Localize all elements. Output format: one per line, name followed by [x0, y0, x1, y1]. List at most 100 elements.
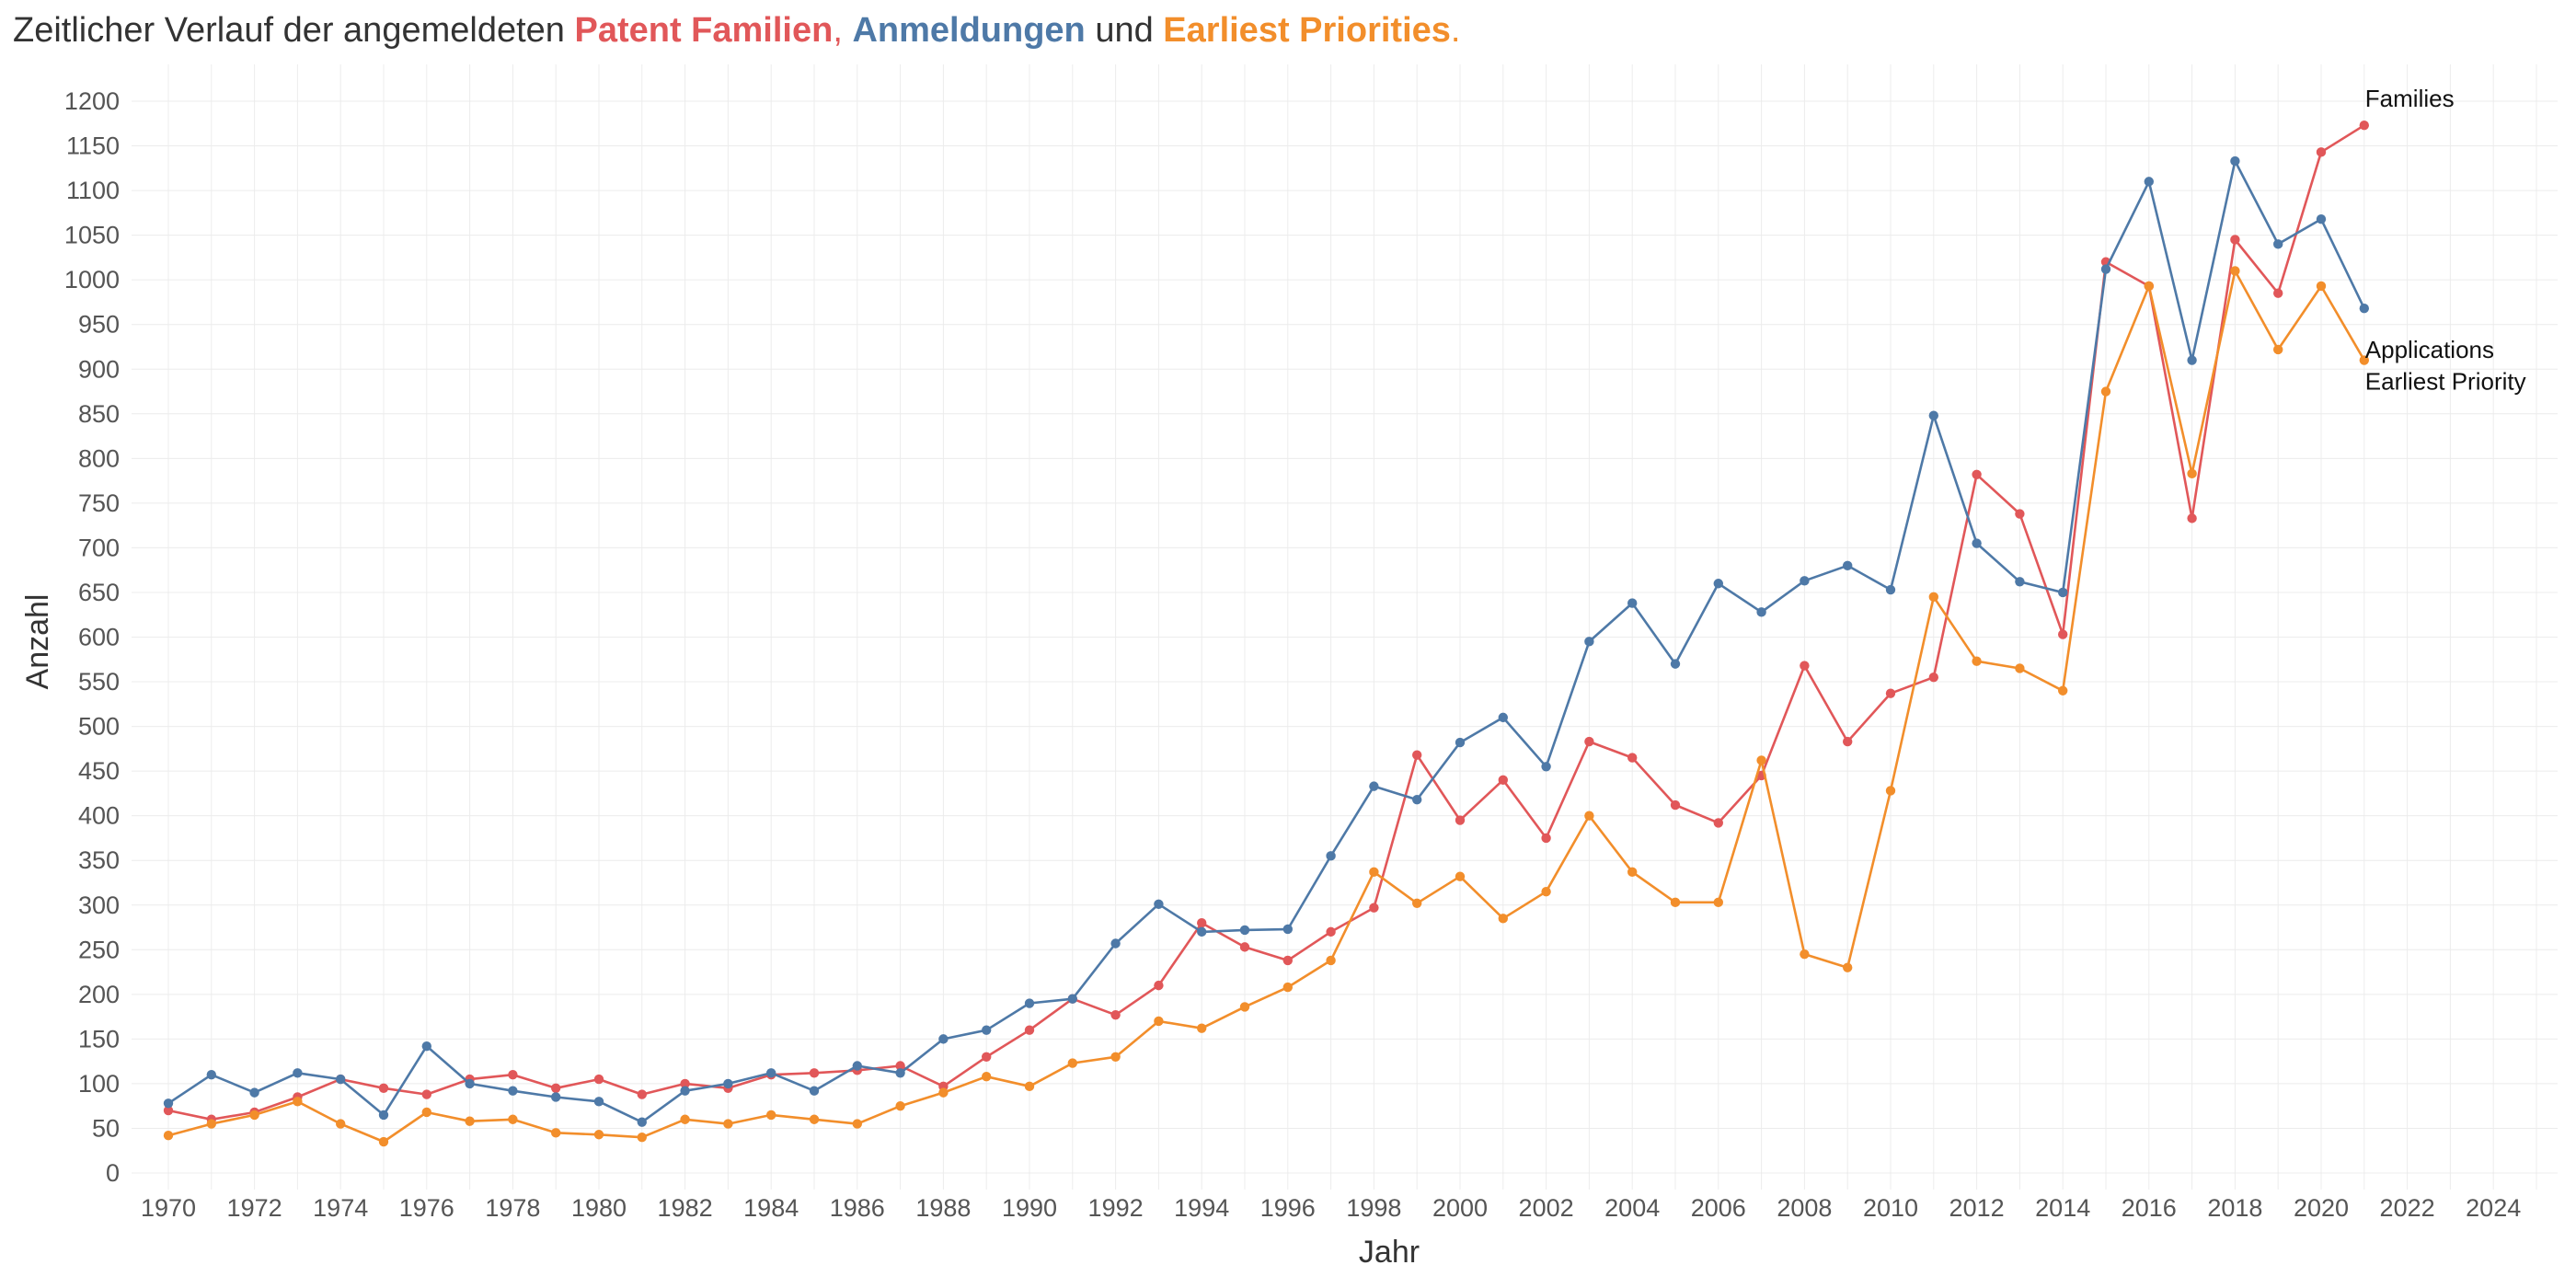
data-point-families[interactable] [2058, 629, 2068, 639]
data-point-earliest-priority[interactable] [1197, 1023, 1207, 1033]
data-point-applications[interactable] [206, 1070, 216, 1080]
data-point-applications[interactable] [1584, 637, 1594, 647]
data-point-earliest-priority[interactable] [551, 1128, 561, 1138]
data-point-families[interactable] [895, 1061, 905, 1071]
data-point-families[interactable] [1928, 672, 1938, 683]
data-point-earliest-priority[interactable] [2230, 266, 2240, 276]
data-point-applications[interactable] [1326, 851, 1336, 861]
data-point-earliest-priority[interactable] [2058, 685, 2068, 696]
data-point-applications[interactable] [766, 1068, 776, 1078]
data-point-applications[interactable] [1627, 598, 1638, 608]
data-point-applications[interactable] [2273, 239, 2283, 249]
data-point-families[interactable] [1154, 980, 1164, 991]
data-point-families[interactable] [551, 1083, 561, 1093]
data-point-applications[interactable] [1369, 781, 1379, 791]
data-point-families[interactable] [1885, 688, 1896, 698]
data-point-families[interactable] [1627, 753, 1638, 763]
data-point-earliest-priority[interactable] [895, 1100, 905, 1111]
data-point-earliest-priority[interactable] [508, 1114, 518, 1124]
data-point-earliest-priority[interactable] [2316, 281, 2327, 292]
data-point-applications[interactable] [1972, 538, 1982, 548]
data-point-applications[interactable] [938, 1034, 949, 1044]
data-point-families[interactable] [1670, 799, 1681, 811]
data-point-earliest-priority[interactable] [206, 1119, 216, 1129]
data-point-earliest-priority[interactable] [1239, 1002, 1250, 1012]
data-point-families[interactable] [1326, 926, 1336, 937]
data-point-applications[interactable] [2058, 587, 2068, 598]
data-point-earliest-priority[interactable] [982, 1071, 992, 1082]
data-point-earliest-priority[interactable] [637, 1132, 647, 1143]
data-point-families[interactable] [2187, 513, 2197, 523]
data-point-earliest-priority[interactable] [1584, 811, 1594, 821]
data-point-applications[interactable] [982, 1025, 992, 1035]
data-point-earliest-priority[interactable] [1412, 898, 1422, 909]
data-point-families[interactable] [163, 1105, 174, 1116]
data-point-families[interactable] [1713, 818, 1724, 828]
data-point-families[interactable] [1972, 469, 1982, 480]
data-point-families[interactable] [1369, 903, 1379, 913]
data-point-earliest-priority[interactable] [2015, 663, 2025, 673]
data-point-earliest-priority[interactable] [1154, 1016, 1164, 1027]
data-point-earliest-priority[interactable] [1455, 871, 1466, 881]
data-point-families[interactable] [2273, 288, 2283, 298]
data-point-earliest-priority[interactable] [2144, 281, 2154, 292]
data-point-families[interactable] [1800, 661, 1810, 671]
data-point-applications[interactable] [1282, 924, 1294, 935]
data-point-earliest-priority[interactable] [1369, 867, 1379, 878]
data-point-families[interactable] [1110, 1009, 1121, 1020]
data-point-earliest-priority[interactable] [1627, 867, 1638, 878]
data-point-applications[interactable] [1110, 938, 1121, 949]
data-point-applications[interactable] [378, 1110, 389, 1121]
data-point-applications[interactable] [723, 1078, 733, 1089]
data-point-families[interactable] [378, 1083, 389, 1093]
data-point-earliest-priority[interactable] [809, 1114, 820, 1124]
data-point-families[interactable] [2015, 509, 2025, 519]
data-point-applications[interactable] [1928, 410, 1938, 420]
data-point-applications[interactable] [1154, 899, 1164, 909]
data-point-families[interactable] [1541, 833, 1551, 844]
data-point-applications[interactable] [1024, 998, 1035, 1008]
data-point-applications[interactable] [1756, 607, 1766, 617]
data-point-applications[interactable] [508, 1086, 518, 1096]
data-point-applications[interactable] [852, 1061, 862, 1071]
data-point-earliest-priority[interactable] [938, 1087, 949, 1098]
data-point-families[interactable] [1282, 955, 1294, 966]
data-point-applications[interactable] [1885, 584, 1896, 595]
data-point-applications[interactable] [895, 1068, 905, 1078]
data-point-families[interactable] [1584, 736, 1594, 747]
data-point-earliest-priority[interactable] [293, 1097, 303, 1107]
data-point-earliest-priority[interactable] [766, 1110, 776, 1121]
data-point-applications[interactable] [293, 1068, 303, 1078]
data-point-earliest-priority[interactable] [1756, 755, 1766, 765]
data-point-applications[interactable] [2359, 304, 2369, 314]
data-point-families[interactable] [2316, 147, 2327, 157]
data-point-applications[interactable] [2100, 264, 2111, 274]
data-point-earliest-priority[interactable] [1282, 982, 1294, 993]
data-point-families[interactable] [1024, 1025, 1035, 1035]
data-point-earliest-priority[interactable] [1326, 955, 1336, 966]
data-point-families[interactable] [593, 1074, 604, 1085]
data-point-applications[interactable] [2316, 213, 2327, 224]
data-point-earliest-priority[interactable] [2100, 386, 2111, 397]
data-point-families[interactable] [637, 1089, 647, 1099]
data-point-applications[interactable] [1541, 762, 1551, 772]
data-point-applications[interactable] [1843, 560, 1853, 571]
data-point-applications[interactable] [421, 1041, 431, 1052]
data-point-earliest-priority[interactable] [1498, 914, 1509, 924]
data-point-families[interactable] [809, 1068, 820, 1078]
data-point-earliest-priority[interactable] [723, 1119, 733, 1129]
data-point-earliest-priority[interactable] [852, 1119, 862, 1129]
data-point-applications[interactable] [1455, 737, 1466, 748]
data-point-families[interactable] [2230, 235, 2240, 245]
data-point-applications[interactable] [1670, 659, 1681, 669]
data-point-applications[interactable] [1412, 794, 1422, 805]
data-point-applications[interactable] [551, 1092, 561, 1102]
data-point-applications[interactable] [680, 1086, 690, 1096]
data-point-earliest-priority[interactable] [2273, 344, 2283, 355]
data-point-earliest-priority[interactable] [1928, 592, 1938, 603]
data-point-applications[interactable] [249, 1087, 259, 1098]
data-point-earliest-priority[interactable] [163, 1131, 174, 1141]
data-point-families[interactable] [508, 1070, 518, 1080]
data-point-earliest-priority[interactable] [336, 1119, 346, 1129]
data-point-earliest-priority[interactable] [1885, 786, 1896, 796]
